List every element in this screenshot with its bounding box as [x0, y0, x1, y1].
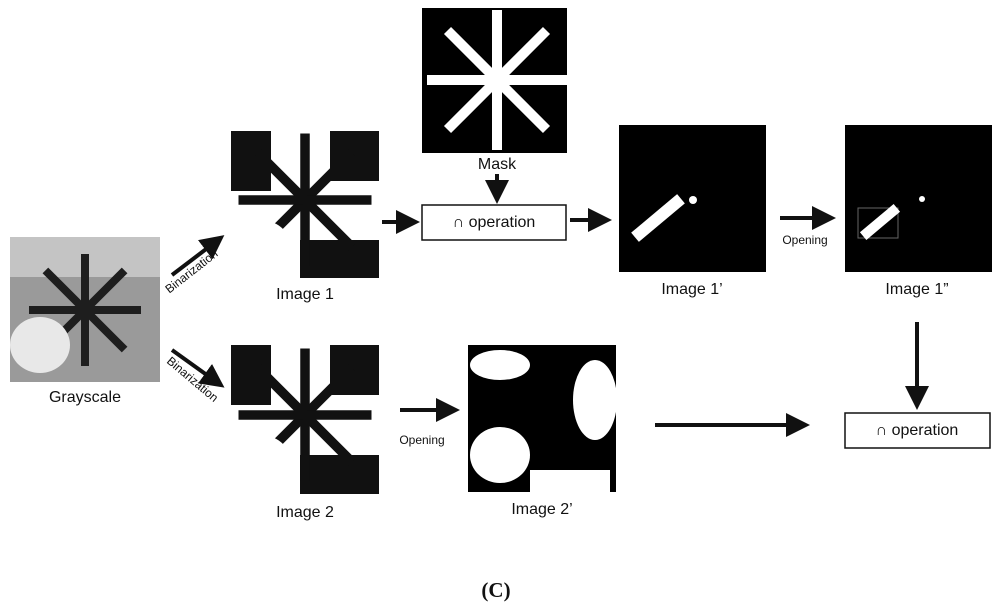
image-1-double-prime: [845, 125, 992, 272]
grayscale-image: [10, 237, 160, 382]
node-label: Image 1: [276, 286, 334, 303]
image-1-prime: [619, 125, 766, 272]
node-label: Image 2’: [511, 501, 572, 518]
node-label: ∩ operation: [876, 422, 959, 439]
node-label: ∩ operation: [453, 214, 536, 231]
node-label: Image 2: [276, 504, 334, 521]
diagram: Grayscale Image 1 Image 2 Mask ∩ operati…: [0, 0, 992, 610]
image-2-prime: [468, 345, 617, 492]
caption: (C): [481, 578, 510, 602]
node-label: Image 1”: [885, 281, 948, 298]
edge-label: Opening: [782, 233, 827, 247]
image-1: [230, 131, 379, 278]
node-label: Image 1’: [661, 281, 722, 298]
mask-image: [422, 8, 567, 153]
node-label: Mask: [478, 156, 517, 173]
edge-label: Opening: [399, 433, 444, 447]
edge-label: Binarization: [162, 247, 220, 297]
image-2: [230, 345, 379, 494]
node-label: Grayscale: [49, 389, 121, 406]
